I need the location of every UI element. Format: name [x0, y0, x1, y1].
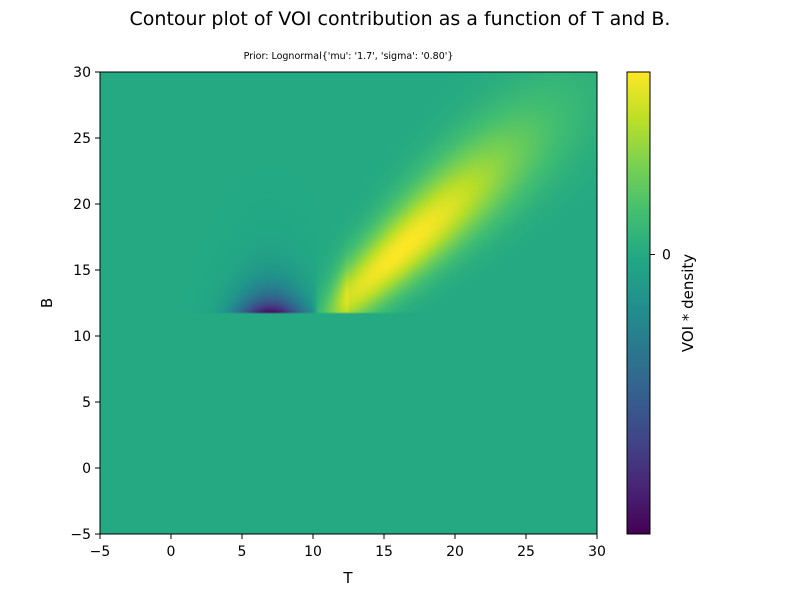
heatmap-image	[100, 72, 597, 534]
colorbar-tick-label: 0	[662, 247, 671, 263]
y-tick-label: 30	[73, 65, 91, 81]
y-tick-label: −5	[70, 527, 91, 543]
y-tick-label: 20	[73, 197, 91, 213]
x-tick-label: 20	[446, 544, 464, 560]
colorbar-ticks: 0	[650, 247, 671, 263]
colorbar-label: VOI * density	[679, 254, 697, 352]
x-axis-label: T	[342, 569, 353, 587]
x-axis: −5 0 5 10 15 20 25 30	[90, 534, 606, 560]
x-tick-label: 30	[588, 544, 606, 560]
colorbar-gradient	[626, 71, 651, 535]
x-tick-label: 15	[375, 544, 393, 560]
x-tick-label: −5	[90, 544, 111, 560]
y-tick-label: 5	[82, 395, 91, 411]
x-tick-label: 25	[517, 544, 535, 560]
y-tick-label: 15	[73, 263, 91, 279]
y-tick-label: 10	[73, 329, 91, 345]
y-axis-label: B	[38, 298, 56, 308]
x-tick-label: 5	[238, 544, 247, 560]
chart-subtitle: Prior: Lognormal{'mu': '1.7', 'sigma': '…	[243, 51, 454, 62]
x-tick-label: 10	[304, 544, 322, 560]
plot-frame	[99, 71, 598, 535]
y-tick-label: 0	[82, 461, 91, 477]
colorbar: 0 VOI * density	[626, 71, 697, 535]
x-tick-label: 0	[167, 544, 176, 560]
y-axis: −5 0 5 10 15 20 25 30	[70, 65, 100, 543]
chart-title: Contour plot of VOI contribution as a fu…	[129, 8, 671, 30]
heatmap-plot	[99, 71, 598, 535]
y-tick-label: 25	[73, 131, 91, 147]
